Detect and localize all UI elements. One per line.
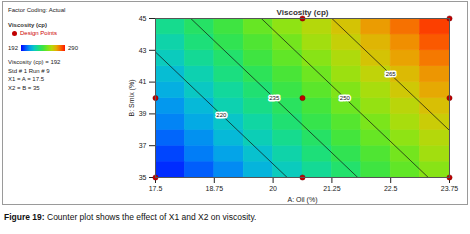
svg-text:21.25: 21.25 xyxy=(323,185,341,192)
svg-text:Viscosity (cp): Viscosity (cp) xyxy=(277,8,329,17)
svg-text:43: 43 xyxy=(139,47,147,54)
svg-text:18.75: 18.75 xyxy=(206,185,224,192)
html-text:X1 = A = 17.5: X1 = A = 17.5 xyxy=(8,76,44,82)
html-text:Std # 1 Run # 9: Std # 1 Run # 9 xyxy=(8,67,50,74)
html-text:Viscosity (cp): Viscosity (cp) xyxy=(8,21,47,28)
svg-text:250: 250 xyxy=(340,95,351,101)
html-text:192: 192 xyxy=(8,44,18,51)
svg-text:23.75: 23.75 xyxy=(441,185,459,192)
svg-text:235: 235 xyxy=(269,95,280,101)
svg-text:35: 35 xyxy=(139,174,147,181)
svg-text:20: 20 xyxy=(269,185,277,192)
svg-text:265: 265 xyxy=(386,71,397,77)
svg-text:A: Oil (%): A: Oil (%) xyxy=(288,196,318,204)
svg-text:37: 37 xyxy=(139,142,147,149)
html-text:Factor Coding: Actual: Factor Coding: Actual xyxy=(8,7,66,13)
svg-text:B: Smix (%): B: Smix (%) xyxy=(128,80,136,117)
svg-text:45: 45 xyxy=(139,15,147,22)
html-text:X2 = B = 35: X2 = B = 35 xyxy=(8,84,40,91)
html-text:Figure 19: Counter plot shows: Figure 19: Counter plot shows the effect… xyxy=(4,212,257,222)
svg-text:39: 39 xyxy=(139,110,147,117)
svg-text:22.5: 22.5 xyxy=(384,185,398,192)
svg-text:17.5: 17.5 xyxy=(149,185,163,192)
html-text:290: 290 xyxy=(68,44,78,51)
html-text:Viscosity (cp) = 192: Viscosity (cp) = 192 xyxy=(8,59,61,65)
html-text:Design Points: Design Points xyxy=(20,30,57,36)
svg-text:220: 220 xyxy=(216,112,227,118)
svg-text:41: 41 xyxy=(139,78,147,85)
